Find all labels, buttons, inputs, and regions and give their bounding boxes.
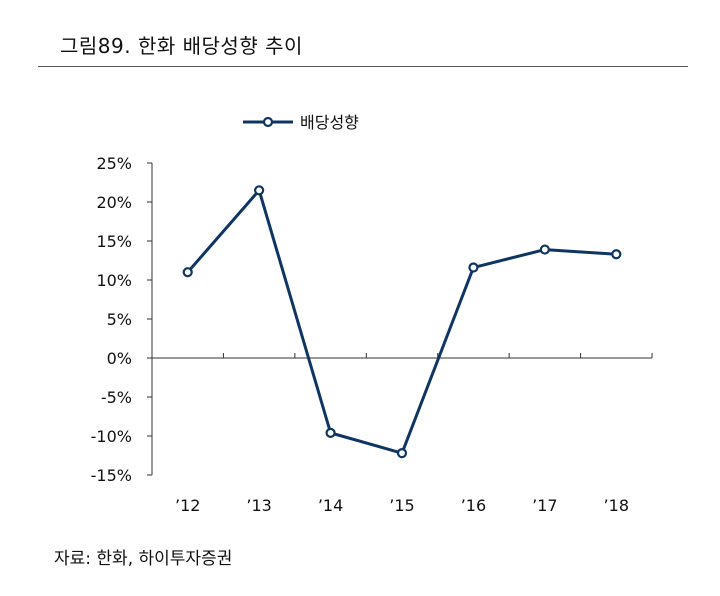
y-tick-label: 25% (96, 154, 132, 173)
x-tick-label: ’16 (461, 496, 486, 515)
title-divider (38, 66, 688, 67)
data-point (182, 267, 193, 278)
y-tick-label: -15% (91, 466, 132, 485)
legend-label: 배당성향 (300, 113, 359, 132)
x-tick-label: ’13 (246, 496, 271, 515)
x-tick-label: ’17 (532, 496, 557, 515)
y-tick-label: 5% (107, 310, 132, 329)
x-tick-label: ’12 (175, 496, 200, 515)
data-point (539, 244, 550, 255)
data-point (611, 249, 622, 260)
legend-point-marker (262, 116, 274, 128)
series-line (186, 188, 617, 455)
x-tick-label: ’14 (318, 496, 343, 515)
data-point (396, 448, 408, 459)
y-tick-label: 20% (96, 193, 132, 212)
data-point (254, 185, 265, 196)
series (182, 185, 622, 459)
source-note: 자료: 한화, 하이투자증권 (54, 549, 233, 569)
x-tick-label: ’15 (389, 496, 414, 515)
axes: 25% 20% 15% 10% 5% 0% -5% -10% -15% ’12 ’13 ’14 ’15 ’… (91, 154, 653, 515)
legend: 배당성향 (243, 113, 359, 132)
data-point (468, 262, 479, 273)
y-tick-label: -5% (101, 388, 132, 407)
y-tick-label: 0% (107, 349, 132, 368)
y-tick-label: 15% (96, 232, 132, 251)
y-tick-label: -10% (91, 427, 132, 446)
chart-title: 그림89. 한화 배당성향 추이 (60, 34, 303, 58)
y-tick-label: 10% (96, 271, 132, 290)
x-tick-label: ’18 (604, 496, 629, 515)
data-point (325, 427, 336, 438)
